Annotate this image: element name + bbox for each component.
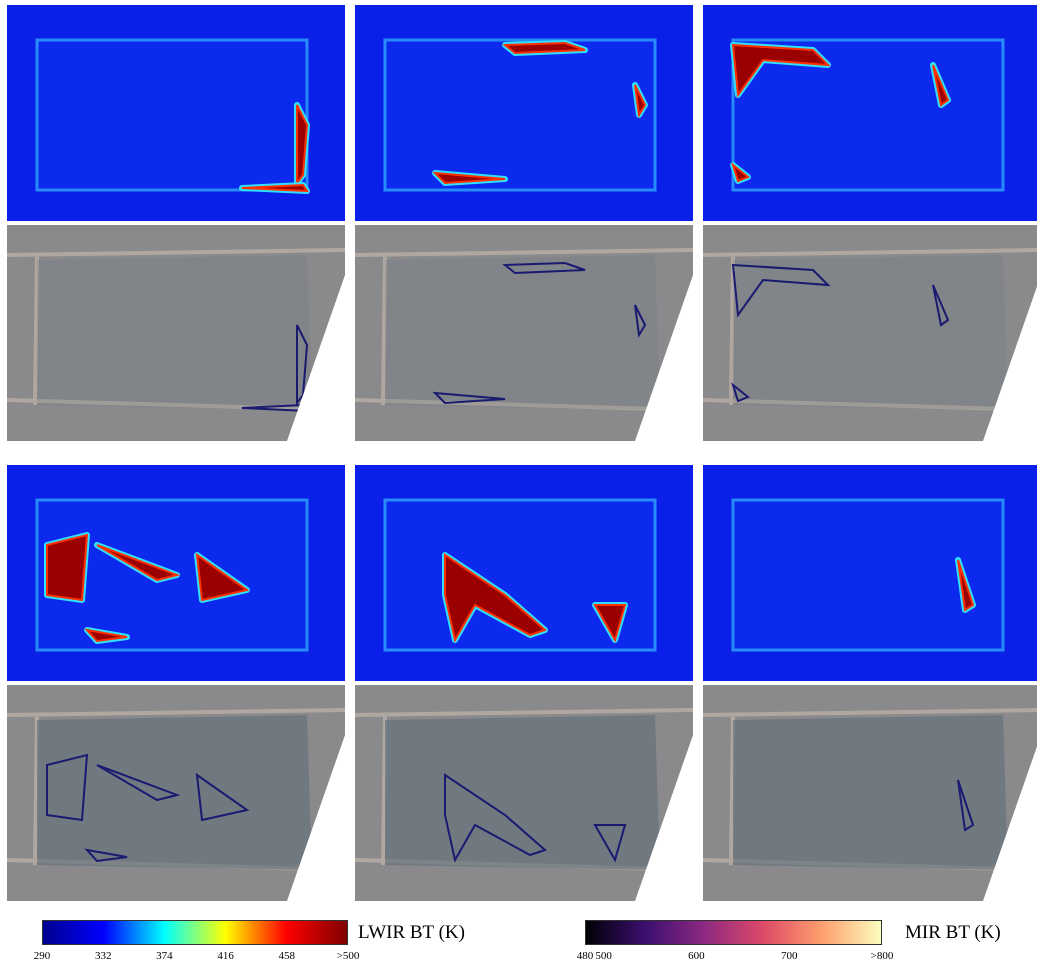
hotspot — [932, 64, 950, 107]
colorbar-tick-label: 458 — [278, 950, 296, 962]
satellite-panel — [7, 225, 345, 441]
panel-image — [355, 5, 693, 221]
panel-image — [355, 225, 693, 441]
panel-image — [703, 465, 1037, 681]
colorbar-tick-label: 600 — [688, 950, 705, 962]
thermal-panel — [7, 5, 345, 221]
blank-corner — [635, 275, 693, 441]
burn-area — [733, 255, 1008, 410]
thermal-panel — [703, 5, 1037, 221]
colorbar — [42, 920, 348, 945]
hotspot — [502, 41, 586, 55]
fire-contour — [957, 779, 975, 832]
burn-area — [385, 715, 660, 870]
fire-contour — [46, 753, 89, 822]
hotspot — [634, 84, 647, 118]
fire-contour — [731, 263, 831, 318]
blank-corner — [635, 735, 693, 901]
hotspot — [957, 559, 975, 612]
hotspot — [84, 628, 128, 643]
fire-contour — [502, 261, 586, 275]
satellite-panel — [355, 225, 693, 441]
fire-contour — [84, 848, 128, 863]
colorbar-tick-label: 332 — [94, 950, 112, 962]
colorbar — [585, 920, 882, 945]
panel-image — [703, 5, 1037, 221]
road — [355, 248, 693, 412]
colorbar-tick-label: 416 — [217, 950, 234, 962]
fire-contour — [432, 391, 506, 405]
hotspot — [593, 604, 627, 643]
panel-image — [703, 685, 1037, 901]
plot-area — [731, 38, 1005, 192]
hotspot — [96, 544, 181, 582]
panel-image — [703, 225, 1037, 441]
panel-image — [7, 685, 345, 901]
panel-image — [7, 5, 345, 221]
satellite-panel — [703, 685, 1037, 901]
burn-area — [37, 715, 312, 870]
satellite-panel — [703, 225, 1037, 441]
road — [7, 248, 345, 412]
hotspot — [241, 183, 309, 193]
blank-corner — [287, 275, 345, 441]
fire-contour — [444, 773, 547, 863]
plot-area — [35, 38, 309, 192]
hotspot — [432, 171, 506, 185]
hotspot — [731, 162, 750, 183]
fire-contour — [932, 284, 950, 327]
fire-contour — [195, 772, 250, 822]
burn-area — [733, 715, 1008, 870]
panel-image — [7, 225, 345, 441]
hotspot — [296, 104, 309, 186]
road — [703, 248, 1037, 412]
fire-contour — [731, 382, 750, 403]
fire-contour — [96, 764, 181, 802]
colorbar-tick-label: >500 — [336, 950, 360, 962]
hotspot — [195, 552, 250, 602]
colorbar-tick-label: 480 — [576, 950, 594, 962]
colorbar-tick-label: 700 — [780, 950, 798, 962]
colorbar-tick-label: 290 — [33, 950, 51, 962]
burn-area — [37, 255, 312, 410]
hotspot — [46, 533, 89, 602]
thermal-panel — [7, 465, 345, 681]
colorbar-tick-label: 500 — [595, 950, 612, 962]
panel-image — [7, 465, 345, 681]
thermal-panel — [355, 465, 693, 681]
colorbar-tick-label: >800 — [870, 950, 894, 962]
blank-corner — [287, 735, 345, 901]
colorbar-label: MIR BT (K) — [905, 922, 1001, 943]
thermal-panel — [703, 465, 1037, 681]
burn-area — [385, 255, 660, 410]
fire-contour — [593, 824, 627, 863]
colorbar-label: LWIR BT (K) — [358, 922, 465, 943]
hotspot — [731, 43, 831, 98]
thermal-panel — [355, 5, 693, 221]
satellite-panel — [355, 685, 693, 901]
colorbar-tick-label: 374 — [156, 950, 173, 962]
panel-image — [355, 465, 693, 681]
fire-contour — [634, 304, 647, 338]
hotspot — [444, 553, 547, 643]
satellite-panel — [7, 685, 345, 901]
fire-contour — [296, 324, 309, 406]
panel-image — [355, 685, 693, 901]
plot-area — [383, 38, 657, 192]
